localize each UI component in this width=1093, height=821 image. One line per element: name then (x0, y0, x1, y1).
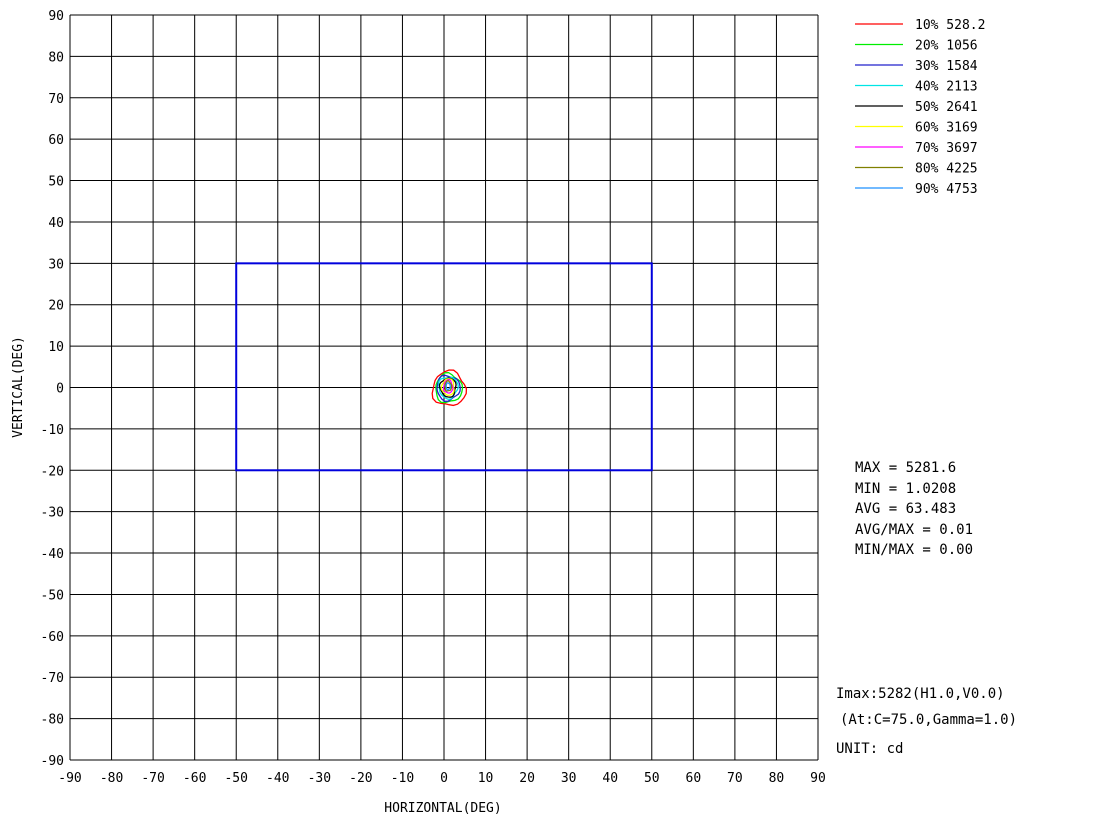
y-tick-label: -90 (41, 754, 64, 769)
contour-70pct (442, 378, 454, 394)
stat-min-max: MIN/MAX = 0.00 (855, 542, 974, 558)
x-tick-label: -40 (266, 771, 289, 786)
imax-note: Imax:5282(H1.0,V0.0) (836, 686, 1005, 702)
x-axis-label: HORIZONTAL(DEG) (384, 801, 501, 816)
contour-lines (431, 369, 468, 407)
x-tick-label: 70 (727, 771, 743, 786)
region-rectangle (235, 262, 653, 472)
y-tick-label: 70 (48, 92, 64, 107)
legend-label: 50% 2641 (915, 100, 978, 115)
y-tick-label: 60 (48, 133, 64, 148)
x-tick-label: 0 (440, 771, 448, 786)
stat-max: MAX = 5281.6 (855, 460, 957, 476)
stat-avg: AVG = 63.483 (855, 501, 957, 517)
y-tick-label: -30 (41, 506, 64, 521)
contour-10pct (431, 369, 468, 407)
y-tick-label: 20 (48, 299, 64, 314)
legend: 10% 528.2 20% 1056 30% 1584 40% 2113 50% 264… (855, 18, 985, 197)
legend-label: 90% 4753 (915, 182, 978, 197)
y-tick-label: 10 (48, 340, 64, 355)
contour-20pct (435, 371, 464, 404)
legend-label: 10% 528.2 (915, 18, 985, 33)
y-tick-label: -10 (41, 423, 64, 438)
region-rectangle-outline (235, 262, 653, 472)
x-tick-label: -90 (58, 771, 81, 786)
y-axis-label: VERTICAL(DEG) (11, 336, 26, 438)
y-tick-label: 0 (56, 382, 64, 397)
x-tick-label: 30 (561, 771, 577, 786)
x-tick-labels: -90 -80 -70 -60 -50 -40 -30 -20 -10 0 10 20 30 40 50 60… (58, 771, 826, 786)
x-tick-label: 90 (810, 771, 826, 786)
y-tick-label: 90 (48, 9, 64, 24)
x-tick-label: -20 (349, 771, 372, 786)
x-tick-label: 80 (769, 771, 785, 786)
x-tick-label: 50 (644, 771, 660, 786)
x-tick-label: -80 (100, 771, 123, 786)
statistics-panel: MAX = 5281.6 MIN = 1.0208 AVG = 63.483 A… (855, 458, 973, 561)
y-tick-label: 50 (48, 175, 64, 190)
y-tick-label: -70 (41, 671, 64, 686)
stat-avg-max: AVG/MAX = 0.01 (855, 521, 974, 538)
x-tick-label: -70 (141, 771, 164, 786)
x-tick-label: 10 (478, 771, 494, 786)
contour-90pct (445, 382, 451, 391)
legend-label: 30% 1584 (915, 59, 978, 74)
legend-label: 40% 2113 (915, 80, 978, 95)
y-tick-label: 40 (48, 216, 64, 231)
stat-min: MIN = 1.0208 (855, 480, 957, 497)
legend-label: 20% 1056 (915, 39, 978, 54)
condition-note: (At:C=75.0,Gamma=1.0) (840, 712, 1018, 728)
legend-label: 70% 3697 (915, 141, 978, 156)
x-tick-label: 40 (602, 771, 618, 786)
y-tick-label: 30 (48, 257, 64, 272)
contour-80pct (444, 379, 453, 392)
x-tick-label: -30 (308, 771, 331, 786)
y-tick-label: -20 (41, 464, 64, 479)
legend-label: 80% 4225 (915, 162, 978, 177)
y-tick-label: -50 (41, 588, 64, 603)
legend-label: 60% 3169 (915, 121, 978, 136)
x-tick-label: 60 (686, 771, 702, 786)
y-tick-labels: 90 80 70 60 50 40 30 20 10 0 -10 -20 -30 -40 -50 -60 -70… (41, 9, 64, 769)
y-tick-label: -60 (41, 630, 64, 645)
unit-note: UNIT: cd (836, 741, 904, 757)
x-tick-label: -50 (224, 771, 247, 786)
y-tick-label: -80 (41, 713, 64, 728)
x-tick-label: -60 (183, 771, 206, 786)
contour-60pct (440, 378, 455, 397)
grid-lines (69, 14, 819, 761)
y-tick-label: 80 (48, 50, 64, 65)
x-tick-label: 20 (519, 771, 535, 786)
x-tick-label: -10 (391, 771, 414, 786)
y-tick-label: -40 (41, 547, 64, 562)
